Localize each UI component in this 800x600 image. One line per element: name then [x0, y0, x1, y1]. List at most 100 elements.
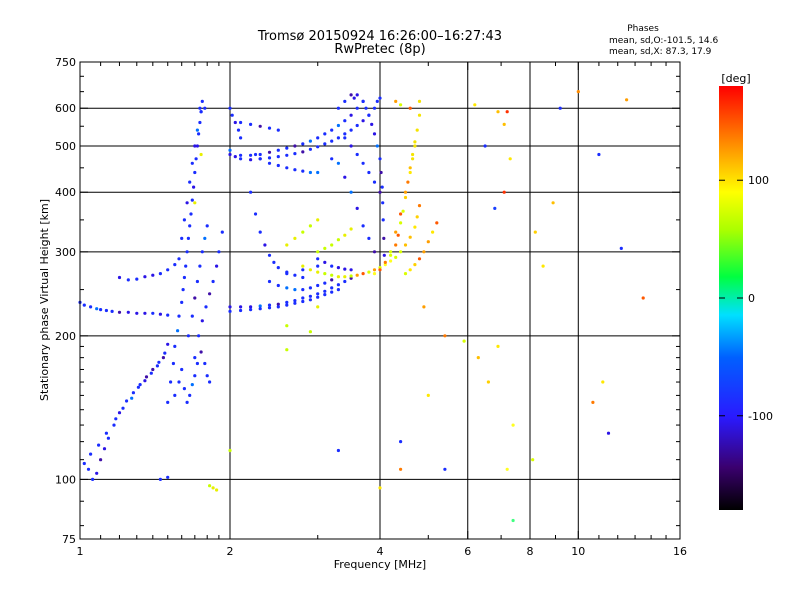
data-point	[301, 299, 305, 304]
data-point	[483, 144, 487, 148]
data-point	[293, 168, 297, 172]
data-point	[293, 236, 297, 240]
data-point	[117, 310, 122, 314]
data-point	[169, 380, 173, 384]
data-point	[406, 180, 410, 184]
data-point	[158, 477, 162, 481]
data-point	[131, 391, 135, 395]
data-point	[158, 312, 162, 316]
data-point	[349, 144, 353, 148]
data-point	[378, 157, 382, 161]
data-point	[193, 296, 197, 300]
y-tick-label: 75	[62, 533, 76, 546]
data-point	[308, 298, 312, 302]
data-point	[558, 106, 562, 110]
data-point	[301, 150, 305, 154]
data-point	[349, 113, 353, 117]
data-point	[381, 201, 385, 205]
data-point	[301, 296, 305, 300]
data-point	[417, 257, 422, 261]
data-point	[408, 106, 412, 110]
data-point	[104, 308, 108, 313]
data-point	[249, 158, 253, 162]
data-point	[285, 348, 289, 352]
data-point	[383, 260, 387, 264]
data-point	[601, 380, 605, 384]
data-point	[330, 243, 334, 247]
data-point	[379, 170, 383, 175]
data-point	[228, 448, 232, 453]
data-point	[217, 250, 221, 254]
data-point	[401, 209, 405, 213]
data-point	[188, 224, 192, 228]
data-point	[143, 311, 147, 315]
data-point	[443, 467, 447, 471]
data-point	[336, 123, 340, 128]
data-point	[267, 279, 272, 284]
data-point	[301, 169, 305, 173]
data-point	[89, 305, 93, 309]
data-point	[249, 308, 253, 312]
x-tick-label: 16	[673, 545, 687, 558]
data-point	[343, 99, 347, 103]
data-point	[180, 300, 184, 304]
data-point	[249, 153, 253, 157]
data-point	[330, 128, 334, 132]
data-point	[343, 175, 347, 179]
data-point	[301, 288, 305, 292]
data-point	[361, 224, 365, 228]
data-point	[316, 305, 320, 309]
data-point	[606, 431, 611, 435]
data-point	[316, 136, 320, 140]
data-point	[372, 272, 377, 276]
colorbar-tick-label: 0	[748, 292, 755, 305]
colorbar-ticks: 100 0 -100	[719, 174, 773, 423]
data-point	[361, 161, 365, 165]
data-point	[208, 484, 212, 488]
data-point	[253, 212, 258, 216]
data-point	[343, 275, 347, 279]
data-point	[403, 195, 408, 200]
data-point	[173, 263, 177, 267]
data-point	[343, 136, 347, 140]
data-point	[502, 190, 506, 194]
data-point	[408, 166, 412, 170]
data-point	[496, 110, 500, 114]
data-point	[413, 225, 417, 229]
y-tick-label: 750	[55, 56, 76, 69]
data-point	[422, 250, 426, 254]
data-point	[228, 309, 232, 313]
data-point	[185, 250, 189, 254]
data-point	[285, 286, 289, 290]
data-point	[276, 155, 280, 159]
data-point	[205, 374, 209, 378]
data-point	[166, 342, 170, 346]
data-point	[316, 145, 320, 149]
data-point	[417, 204, 422, 208]
data-point	[372, 106, 377, 110]
data-point	[352, 96, 356, 100]
data-point	[382, 253, 386, 257]
colorbar-tick-label: -100	[748, 410, 773, 423]
data-point	[158, 272, 162, 276]
data-point	[267, 126, 272, 130]
x-tick-label: 8	[527, 545, 534, 558]
data-point	[389, 250, 393, 254]
data-point	[110, 309, 114, 313]
data-point	[375, 144, 379, 148]
data-point	[193, 201, 197, 205]
data-point	[285, 166, 289, 170]
data-point	[330, 157, 334, 161]
data-point	[181, 288, 185, 292]
data-point	[138, 383, 142, 387]
data-point	[378, 486, 382, 490]
x-tick-label: 1	[77, 545, 84, 558]
data-point	[151, 367, 155, 372]
data-point	[323, 132, 327, 136]
data-point	[239, 136, 243, 140]
data-point	[203, 236, 207, 240]
data-point	[343, 132, 347, 136]
data-point	[195, 361, 199, 366]
data-point	[380, 185, 384, 189]
data-point	[192, 185, 196, 189]
